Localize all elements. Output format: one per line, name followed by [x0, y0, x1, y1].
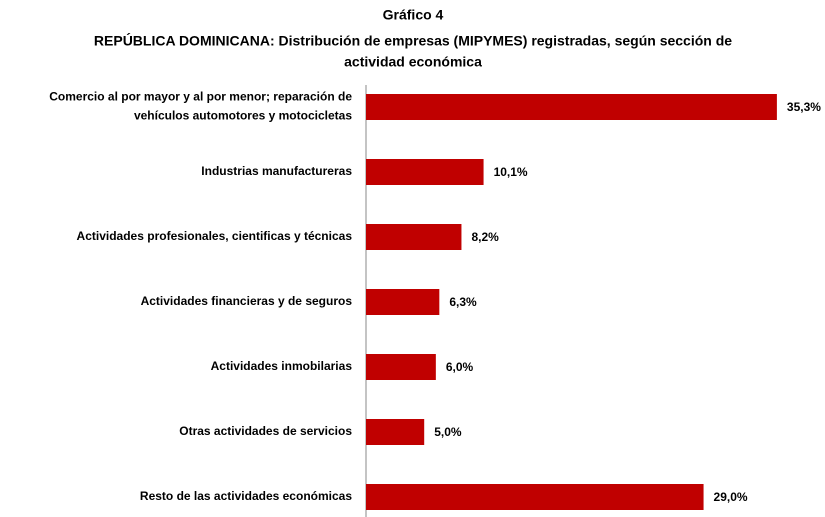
category-label: Actividades financieras y de seguros — [141, 294, 353, 308]
value-label: 5,0% — [434, 425, 462, 439]
bar — [366, 484, 704, 510]
chart-title: Gráfico 4 — [383, 7, 444, 23]
bar — [366, 354, 436, 380]
value-label: 6,0% — [446, 360, 474, 374]
value-label: 8,2% — [471, 230, 499, 244]
category-label: Actividades profesionales, cientificas y… — [77, 229, 353, 243]
bar — [366, 289, 440, 315]
category-label: Industrias manufactureras — [201, 164, 352, 178]
bar — [366, 159, 484, 185]
bar — [366, 419, 425, 445]
chart-subtitle: REPÚBLICA DOMINICANA: Distribución de em… — [94, 31, 732, 69]
category-label: Otras actividades de servicios — [179, 424, 352, 438]
category-label: Actividades inmobilarias — [211, 359, 353, 373]
category-label: Comercio al por mayor y al por menor; re… — [49, 90, 352, 123]
value-label: 6,3% — [449, 295, 477, 309]
value-label: 29,0% — [714, 490, 748, 504]
bar — [366, 94, 777, 120]
value-label: 35,3% — [787, 100, 821, 114]
value-label: 10,1% — [494, 165, 528, 179]
bar — [366, 224, 462, 250]
category-label: Resto de las actividades económicas — [140, 489, 352, 503]
